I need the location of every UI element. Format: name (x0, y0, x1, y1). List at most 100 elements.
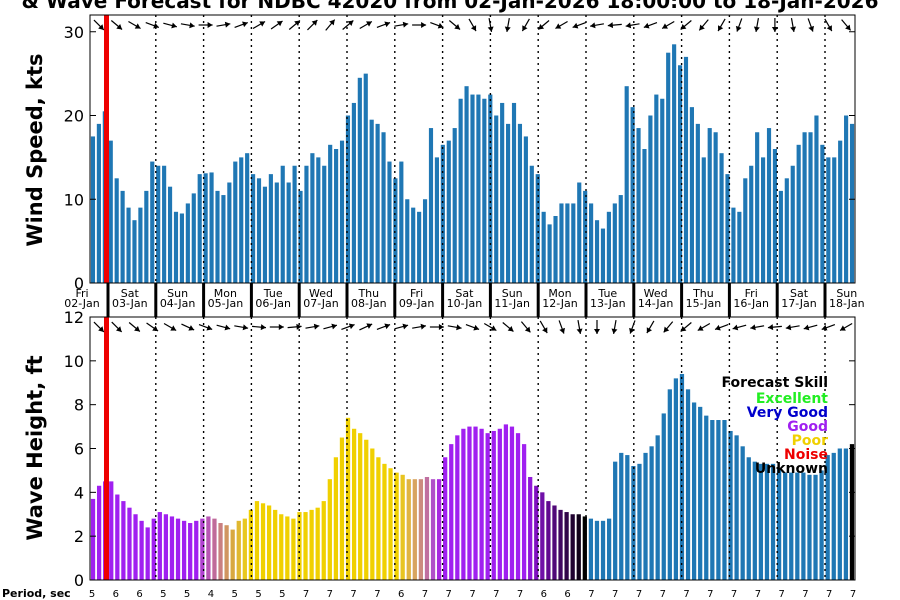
wind-bar (630, 107, 635, 284)
date-label: 11-Jan (494, 297, 530, 310)
wind-bar (844, 115, 849, 283)
day-label-strip: Fri02-JanSat03-JanSun04-JanMon05-JanTue0… (64, 282, 865, 317)
wave-bar (503, 424, 509, 580)
y-tick-label: 10 (64, 352, 84, 371)
direction-arrow-icon (717, 18, 726, 32)
wind-bar (233, 161, 238, 283)
wave-bar (649, 446, 654, 580)
wave-bar (655, 435, 660, 580)
direction-arrow-icon (216, 324, 231, 331)
wind-bar (108, 140, 113, 284)
direction-arrow-icon (465, 324, 480, 331)
wind-bar (778, 190, 783, 284)
day-of-week-label: Sun (167, 287, 188, 300)
direction-arrow-icon (750, 324, 765, 331)
wind-bar (150, 161, 155, 283)
direction-arrow-icon (394, 21, 409, 28)
period-value: 7 (707, 589, 713, 600)
wind-bar (144, 190, 149, 284)
wind-bar (689, 107, 694, 284)
wind-bar (298, 190, 303, 284)
date-label: 16-Jan (733, 297, 769, 310)
direction-arrow-icon (537, 20, 550, 30)
wind-bar (808, 132, 813, 283)
wave-bar (443, 457, 448, 580)
direction-arrow-icon (307, 19, 318, 31)
wind-bar (351, 102, 356, 283)
wave-bar (151, 518, 156, 580)
wave-bar (728, 430, 733, 580)
wind-bar (221, 195, 226, 283)
date-label: 02-Jan (64, 297, 100, 310)
wind-bar (132, 220, 137, 283)
date-label: 14-Jan (638, 297, 674, 310)
period-value: 7 (779, 589, 785, 600)
wave-bar (96, 485, 102, 580)
wind-bar (428, 128, 434, 283)
wave-bar (418, 479, 424, 580)
wind-bar (707, 128, 712, 283)
wind-bar (339, 140, 345, 284)
wind-bar (173, 211, 179, 283)
direction-arrow-icon (663, 321, 674, 333)
wind-bar (606, 211, 611, 283)
wave-bar (169, 516, 175, 580)
direction-arrow-icon (180, 22, 195, 29)
direction-arrow-icon (234, 21, 248, 28)
wind-bar (458, 98, 463, 283)
wave-y-axis-label: Wave Height, ft (23, 355, 47, 540)
wave-bar (449, 444, 454, 580)
period-value: 6 (398, 589, 404, 600)
wind-bar (814, 115, 819, 283)
direction-arrow-icon (572, 22, 586, 29)
date-label: 07-Jan (303, 297, 339, 310)
day-of-week-label: Sat (790, 287, 809, 300)
y-tick-label: 4 (74, 483, 84, 502)
direction-arrow-icon (163, 322, 177, 332)
wave-bar (564, 512, 569, 580)
direction-arrow-icon (803, 324, 818, 331)
direction-arrow-icon (576, 320, 583, 334)
period-value: 6 (541, 589, 547, 600)
direction-arrow-icon (430, 22, 444, 29)
wind-bar (262, 186, 268, 283)
wave-bar (333, 457, 339, 580)
wind-y-axis-label: Wind Speed, kts (23, 53, 47, 246)
wind-bar (446, 140, 451, 284)
date-label: 10-Jan (447, 297, 483, 310)
wind-bar (766, 128, 772, 283)
wave-bar (157, 512, 162, 580)
period-value: 5 (89, 589, 95, 600)
wind-bar (434, 157, 439, 284)
direction-arrow-icon (412, 323, 427, 330)
wind-bar (677, 65, 683, 283)
wind-bar (826, 157, 831, 284)
wind-bar (381, 132, 386, 283)
wind-bar (399, 161, 404, 283)
day-of-week-label: Tue (597, 287, 617, 300)
wave-bar (552, 505, 557, 580)
period-value: 7 (731, 589, 737, 600)
wind-bar (636, 128, 641, 283)
direction-arrow-icon (487, 18, 494, 32)
wave-bar (406, 479, 411, 580)
wind-bar (251, 174, 256, 284)
period-value: 7 (303, 589, 309, 600)
wave-bar (109, 481, 114, 581)
wave-bar (825, 455, 830, 580)
period-value: 7 (446, 589, 452, 600)
direction-arrow-icon (412, 22, 427, 28)
wind-bar (292, 165, 297, 283)
day-of-week-label: Sun (502, 287, 523, 300)
wind-bar (227, 182, 232, 283)
legend-item-unknown: Unknown (755, 461, 828, 477)
direction-arrow-icon (594, 320, 600, 334)
wave-bar (260, 503, 266, 580)
wave-bar (716, 420, 721, 580)
day-of-week-label: Wed (309, 287, 333, 300)
direction-arrow-icon (839, 322, 853, 332)
wave-bar (582, 516, 587, 580)
direction-arrow-icon (270, 20, 283, 30)
period-value: 7 (588, 589, 594, 600)
legend-item-excellent: Excellent (756, 391, 828, 407)
